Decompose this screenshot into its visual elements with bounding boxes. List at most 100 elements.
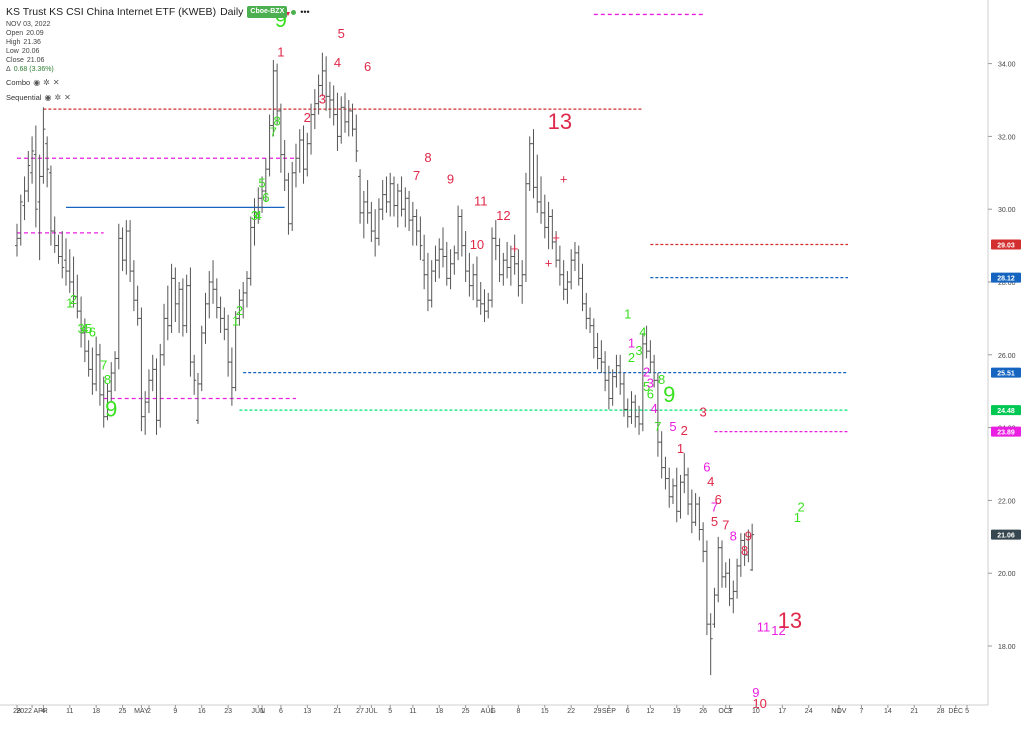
ohlc-bar <box>90 347 95 395</box>
ohlc-bar <box>448 249 453 290</box>
sequential-count-label: 2 <box>798 499 805 514</box>
sequential-count-label: 3 <box>647 376 654 391</box>
ohlc-bar <box>629 391 634 424</box>
ohlc-bar <box>712 587 717 628</box>
time-tick-label: 9 <box>173 708 177 715</box>
ohlc-bar <box>584 292 589 330</box>
ohlc-bar <box>433 245 438 282</box>
open-label: Open <box>6 30 24 37</box>
ohlc-bar <box>407 191 412 232</box>
change-value: 0.68 (3.36%) <box>13 66 54 73</box>
sequential-count-label: 8 <box>730 528 737 543</box>
sequential-count-label: 2 <box>304 110 311 125</box>
eye-icon[interactable]: ◉ <box>44 93 52 102</box>
sequential-count-label: 6 <box>364 59 371 74</box>
price-tick-label: 34.00 <box>998 62 1016 69</box>
ohlc-bar <box>165 285 170 341</box>
ohlc-bar <box>576 245 581 286</box>
open-value: 20.09 <box>26 30 44 37</box>
ohlc-bar <box>278 103 283 173</box>
gear-icon[interactable]: ✲ <box>43 78 50 87</box>
ohlc-bar <box>463 231 468 282</box>
ohlc-bar <box>384 176 389 213</box>
price-label-box <box>991 405 1021 416</box>
time-tick-label: 29 <box>594 708 602 715</box>
close-icon[interactable]: ✕ <box>52 78 60 87</box>
ohlc-bar <box>520 260 525 304</box>
ohlc-bar <box>305 132 310 177</box>
sequential-count-label: 7 <box>413 168 420 183</box>
indicator-sequential[interactable]: Sequential ◉ ✲ ✕ <box>6 92 310 104</box>
ohlc-bar <box>403 187 408 228</box>
sequential-count-label: 13 <box>778 608 802 633</box>
ohlc-bar <box>704 540 709 636</box>
gear-icon[interactable]: ✲ <box>54 93 62 102</box>
time-tick-label: 28 <box>937 708 945 715</box>
ohlc-bar <box>678 474 683 519</box>
ohlc-bar <box>467 252 472 297</box>
ohlc-bar <box>610 369 615 406</box>
time-tick-label: 11 <box>66 708 73 715</box>
sequential-count-label: 3 <box>319 92 326 107</box>
last-price-marker-icon: ▼ <box>285 11 292 18</box>
sequential-count-label: 4 <box>707 474 714 489</box>
more-options-icon[interactable]: ••• <box>300 7 310 17</box>
ohlc-bar <box>388 172 393 217</box>
ohlc-bar <box>456 205 461 261</box>
ohlc-bar <box>474 256 479 308</box>
ohlc-bar <box>618 354 623 395</box>
ohlc-bar <box>143 391 148 435</box>
ohlc-bar <box>441 227 446 268</box>
sequential-count-label: + <box>511 241 519 256</box>
low-label: Low <box>6 48 19 55</box>
ohlc-bar <box>150 354 155 392</box>
time-tick-label: 1 <box>490 708 494 715</box>
ohlc-bar <box>233 311 238 392</box>
ohlc-bar <box>719 540 724 588</box>
time-tick-label: 11 <box>409 708 416 715</box>
ohlc-bar <box>214 278 219 319</box>
ohlc-bar <box>135 285 140 326</box>
ohlc-bar <box>497 238 502 282</box>
ohlc-bar <box>655 373 660 457</box>
sequential-count-label: 11 <box>474 194 488 209</box>
ohlc-bar <box>750 523 755 572</box>
ohlc-bar <box>437 238 442 279</box>
price-label-box <box>991 239 1021 250</box>
ohlc-bar <box>275 63 280 126</box>
ohlc-bar <box>512 234 517 275</box>
ohlc-bar <box>252 198 257 246</box>
sequential-count-label: 7 <box>270 124 277 139</box>
ohlc-bar <box>667 467 672 508</box>
time-tick-label: 12 <box>646 708 654 715</box>
ohlc-bar <box>633 394 638 428</box>
interval-label[interactable]: Daily <box>220 6 244 18</box>
sequential-count-label: 9 <box>447 172 454 187</box>
ohlc-bar <box>113 351 118 392</box>
sequential-count-label: 9 <box>752 685 759 700</box>
eye-icon[interactable]: ◉ <box>33 78 41 87</box>
close-icon[interactable]: ✕ <box>64 93 71 102</box>
ohlc-bar <box>94 336 99 392</box>
indicator-combo[interactable]: Combo ◉ ✲ ✕ <box>6 77 310 89</box>
ohlc-bar <box>33 125 38 228</box>
ohlc-bar <box>297 129 302 173</box>
ohlc-bar <box>535 154 540 213</box>
ohlc-bar <box>120 227 125 272</box>
ohlc-bar <box>429 260 434 308</box>
ohlc-bar <box>550 209 555 250</box>
time-tick-label: 25 <box>462 708 470 715</box>
ohlc-bar <box>290 161 295 232</box>
ohlc-bar <box>682 453 687 494</box>
ohlc-bar <box>659 431 664 479</box>
sequential-count-label: + <box>560 172 568 187</box>
sequential-count-label: 1 <box>66 295 73 310</box>
ohlc-bar <box>637 405 642 435</box>
ohlc-bar <box>531 129 536 199</box>
ohlc-bar <box>606 365 611 410</box>
time-tick-label: 13 <box>303 708 311 715</box>
sequential-count-label: 7 <box>100 357 107 372</box>
sequential-count-label: 3 <box>700 405 707 420</box>
close-label: Close <box>6 57 24 64</box>
